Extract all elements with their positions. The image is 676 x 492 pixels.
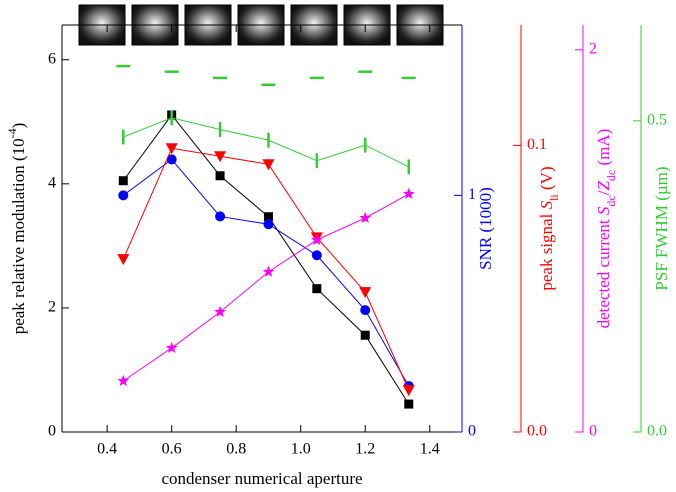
marker xyxy=(262,265,275,277)
series-line xyxy=(122,147,410,391)
y-axis-label-part: peak relative modulation (10 xyxy=(9,138,28,334)
y-tick-label: 4 xyxy=(48,175,56,192)
marker xyxy=(360,330,370,340)
marker xyxy=(165,143,178,155)
y-tick-label: 0 xyxy=(468,423,476,440)
series-line xyxy=(122,114,410,405)
y-tick-label: 0.0 xyxy=(527,423,547,440)
x-tick-label: 1.0 xyxy=(291,441,311,458)
marker xyxy=(262,159,275,171)
marker xyxy=(263,219,274,230)
x-tick-label: 1.4 xyxy=(420,441,440,458)
y-axis-label-part: peak signal xyxy=(537,209,556,290)
y-axis-label: PSF FWHM (µm) xyxy=(652,166,671,290)
y-tick-label: 2 xyxy=(48,299,56,316)
y-axis-label-part: S xyxy=(537,200,556,209)
marker xyxy=(118,176,128,186)
y-tick-label: 2 xyxy=(589,41,597,58)
marker xyxy=(404,399,414,409)
y-axis-label-part: dc xyxy=(604,195,618,206)
x-tick-label: 1.2 xyxy=(355,441,375,458)
y-tick-label: 0 xyxy=(48,423,56,440)
y-tick-label: 0.0 xyxy=(647,423,667,440)
marker xyxy=(117,374,130,386)
y-axis-label-part: Z xyxy=(594,181,613,191)
marker xyxy=(360,305,371,316)
y-tick-label: 6 xyxy=(48,50,56,67)
x-tick-label: 0.4 xyxy=(97,441,117,458)
marker xyxy=(214,305,226,318)
marker xyxy=(402,187,415,199)
y-axis-label-part: li xyxy=(547,194,561,201)
marker xyxy=(215,211,226,222)
marker xyxy=(118,190,129,201)
x-tick-label: 0.6 xyxy=(162,441,182,458)
y-axis-label-part: SNR (1000) xyxy=(476,187,495,270)
marker xyxy=(402,385,415,397)
y-tick-label: 1 xyxy=(468,186,476,203)
marker xyxy=(214,151,227,163)
y-axis-label-part: / xyxy=(594,190,613,195)
y-axis-label: peak relative modulation (10-4) xyxy=(5,123,28,335)
marker xyxy=(359,287,372,299)
y-axis-label-part: dc xyxy=(604,170,618,181)
y-axis-label-part: PSF FWHM (µm) xyxy=(652,166,671,290)
marker xyxy=(263,212,273,222)
y-tick-label: 0 xyxy=(589,423,597,440)
x-axis-label: condenser numerical aperture xyxy=(161,469,362,488)
x-tick-label: 0.8 xyxy=(226,441,246,458)
y-tick-label: 0.5 xyxy=(647,112,667,129)
marker xyxy=(311,250,322,261)
y-axis-label: peak signal Sli (V) xyxy=(537,166,561,290)
marker xyxy=(310,233,323,245)
y-axis-label-part: (mA) xyxy=(594,129,613,170)
y-axis-label-part: -4 xyxy=(5,128,19,138)
y-axis-label: detected current Sdc/Zdc (mA) xyxy=(594,129,618,329)
marker xyxy=(165,341,178,353)
y-axis-label-part: S xyxy=(594,206,613,215)
y-tick-label: 0.1 xyxy=(527,136,547,153)
marker xyxy=(312,284,322,294)
y-axis-label: SNR (1000) xyxy=(476,187,495,270)
marker xyxy=(166,154,177,165)
y-axis-label-part: detected current xyxy=(594,215,613,328)
y-axis-label-part: ) xyxy=(9,123,28,129)
marker xyxy=(215,171,225,181)
marker xyxy=(359,211,372,224)
marker xyxy=(117,254,130,266)
y-axis-label-part: (V) xyxy=(537,166,556,194)
